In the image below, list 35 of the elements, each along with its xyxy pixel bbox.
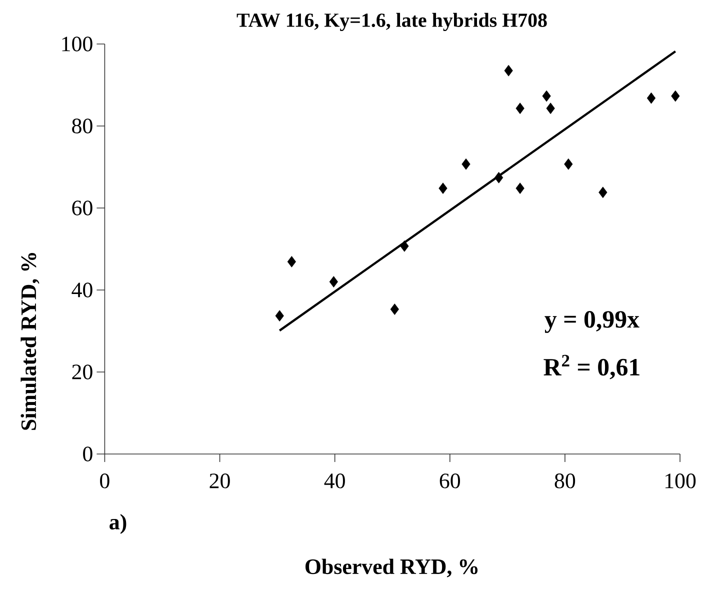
point	[646, 92, 656, 104]
point	[598, 186, 608, 198]
point	[504, 64, 513, 76]
x-tick-label: 80	[554, 474, 576, 488]
y-tick-label: 80	[72, 118, 92, 134]
chart-title: TAW 116, Ky=1.6, late hybrids H708	[236, 12, 547, 32]
annotation: R$^{2}$ = 0,61	[544, 354, 640, 380]
point	[516, 102, 524, 114]
point	[390, 304, 399, 315]
x-tick-label: 0	[100, 474, 110, 488]
y-tick-label: 60	[72, 200, 92, 216]
point	[462, 158, 470, 170]
annotation: y = 0,99x	[544, 310, 640, 333]
point	[516, 182, 524, 194]
point	[671, 90, 680, 102]
y-tick-label: 20	[72, 364, 92, 380]
y-tick-label: 100	[62, 36, 92, 52]
y-tick-label: 40	[72, 282, 92, 298]
x-tick-label: 100	[665, 474, 696, 488]
y-axis-title: Simulated RYD, %	[20, 253, 40, 430]
y-tick-label: 0	[83, 446, 92, 462]
point	[400, 240, 409, 252]
point	[275, 310, 284, 322]
point	[438, 182, 448, 194]
point	[564, 158, 573, 170]
point	[546, 102, 555, 114]
x-axis-title: Observed RYD, %	[306, 558, 478, 578]
x-tick-label: 60	[440, 474, 460, 488]
point	[329, 276, 338, 288]
x-tick-label: 40	[324, 474, 345, 488]
text: a)	[110, 514, 126, 534]
point	[542, 90, 551, 102]
point	[287, 256, 296, 268]
x-tick-label: 20	[210, 474, 230, 488]
point	[494, 172, 504, 184]
